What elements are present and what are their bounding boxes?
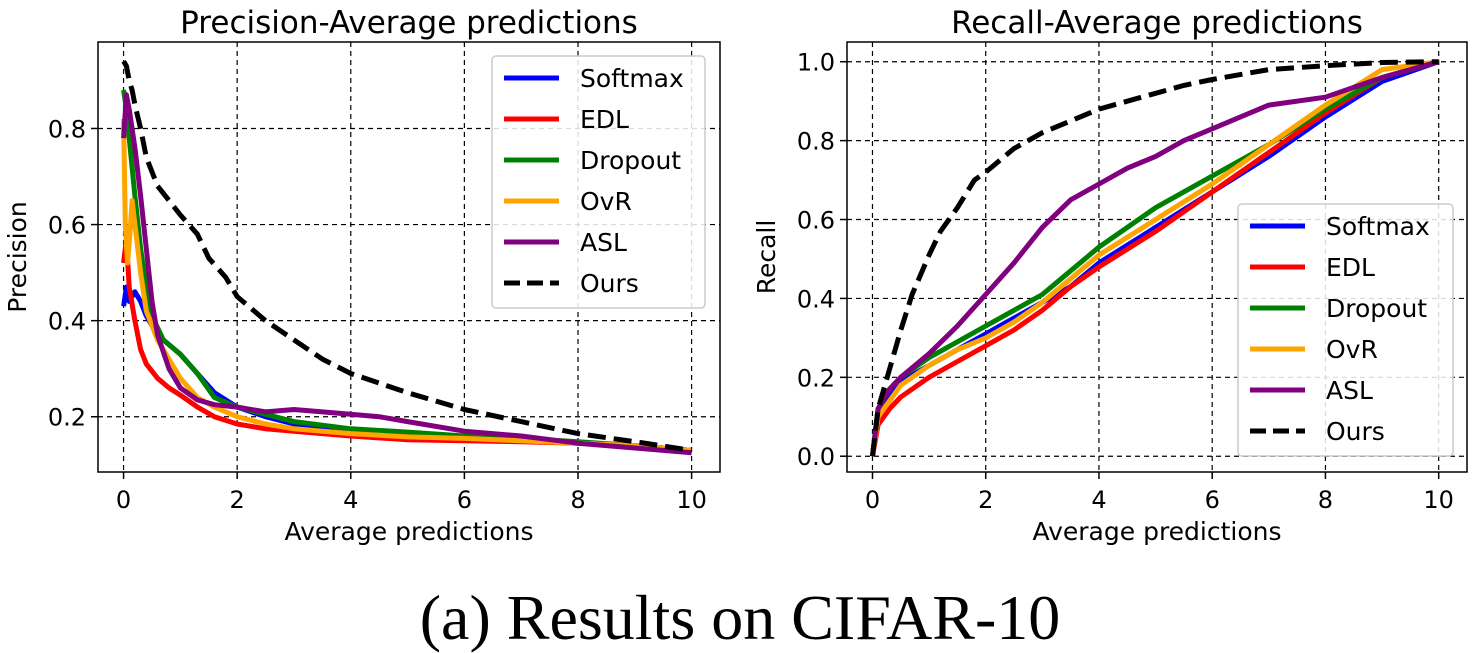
recall-series-edl — [870, 59, 1440, 457]
recall-x-tick-label-1: 2 — [978, 486, 993, 514]
recall-x-tick-label-2: 4 — [1091, 486, 1106, 514]
recall-y-tick-label-4: 0.8 — [797, 128, 835, 156]
recall-series-group — [870, 59, 1440, 457]
precision-y-tick-label-0: 0.2 — [48, 404, 86, 432]
precision-legend-label-ours: Ours — [580, 269, 639, 298]
recall-legend-label-softmax: Softmax — [1326, 212, 1430, 241]
precision-x-tick-label-5: 10 — [676, 486, 707, 514]
recall-x-tick-label-3: 6 — [1205, 486, 1220, 514]
recall-y-tick-label-5: 1.0 — [797, 49, 835, 77]
recall-chart-title: Recall-Average predictions — [951, 5, 1363, 41]
precision-legend-label-edl: EDL — [580, 105, 629, 134]
precision-y-tick-label-1: 0.4 — [48, 308, 86, 336]
precision-y-tick-label-2: 0.6 — [48, 212, 86, 240]
precision-legend: Softmax EDL Dropout OvR ASL Ours — [491, 55, 706, 309]
recall-y-axis-label: Recall — [752, 220, 781, 295]
precision-series-asl — [121, 92, 692, 456]
recall-legend-label-ovr: OvR — [1326, 335, 1378, 364]
precision-y-tick-label-3: 0.8 — [48, 115, 86, 143]
precision-series-group — [121, 59, 692, 456]
precision-x-axis-label: Average predictions — [284, 517, 533, 546]
recall-series-ovr — [870, 59, 1440, 457]
recall-y-tick-label-2: 0.4 — [797, 285, 835, 313]
recall-axes-frame — [846, 41, 1468, 473]
recall-x-axis-label: Average predictions — [1032, 517, 1281, 546]
precision-chart-title: Precision-Average predictions — [180, 5, 638, 41]
recall-series-ours — [870, 59, 1439, 457]
precision-x-tick-label-1: 2 — [230, 486, 245, 514]
recall-legend-label-edl: EDL — [1326, 253, 1375, 282]
recall-x-tick-label-4: 8 — [1318, 486, 1333, 514]
recall-legend-label-ours: Ours — [1326, 417, 1385, 446]
precision-legend-label-ovr: OvR — [580, 187, 632, 216]
precision-x-tick-label-4: 8 — [570, 486, 585, 514]
recall-legend: Softmax EDL Dropout OvR ASL Ours — [1237, 203, 1454, 457]
recall-legend-label-asl: ASL — [1326, 376, 1373, 405]
precision-legend-label-dropout: Dropout — [580, 146, 681, 175]
precision-y-axis-label: Precision — [3, 201, 32, 313]
recall-y-tick-label-0: 0.0 — [797, 443, 835, 471]
precision-series-ours — [121, 59, 692, 453]
recall-x-tick-label-0: 0 — [865, 486, 880, 514]
precision-x-tick-label-2: 4 — [343, 486, 358, 514]
recall-y-tick-label-1: 0.2 — [797, 364, 835, 392]
recall-legend-label-dropout: Dropout — [1326, 294, 1427, 323]
recall-y-tick-label-3: 0.6 — [797, 207, 835, 235]
precision-legend-label-softmax: Softmax — [580, 64, 684, 93]
precision-x-tick-label-0: 0 — [116, 486, 131, 514]
precision-axes-frame — [97, 41, 721, 473]
recall-chart: Recall-Average predictions 0 2 4 6 8 10 0.0 0.2 0… — [752, 5, 1468, 546]
figure-caption: (a) Results on CIFAR-10 — [419, 582, 1061, 653]
precision-chart: Precision-Average predictions 0 2 4 6 8 10 0.2 0… — [3, 5, 721, 546]
precision-legend-label-asl: ASL — [580, 228, 627, 257]
precision-x-tick-label-3: 6 — [457, 486, 472, 514]
recall-x-tick-label-5: 10 — [1423, 486, 1454, 514]
precision-series-softmax — [121, 284, 692, 453]
recall-series-asl — [870, 59, 1440, 457]
